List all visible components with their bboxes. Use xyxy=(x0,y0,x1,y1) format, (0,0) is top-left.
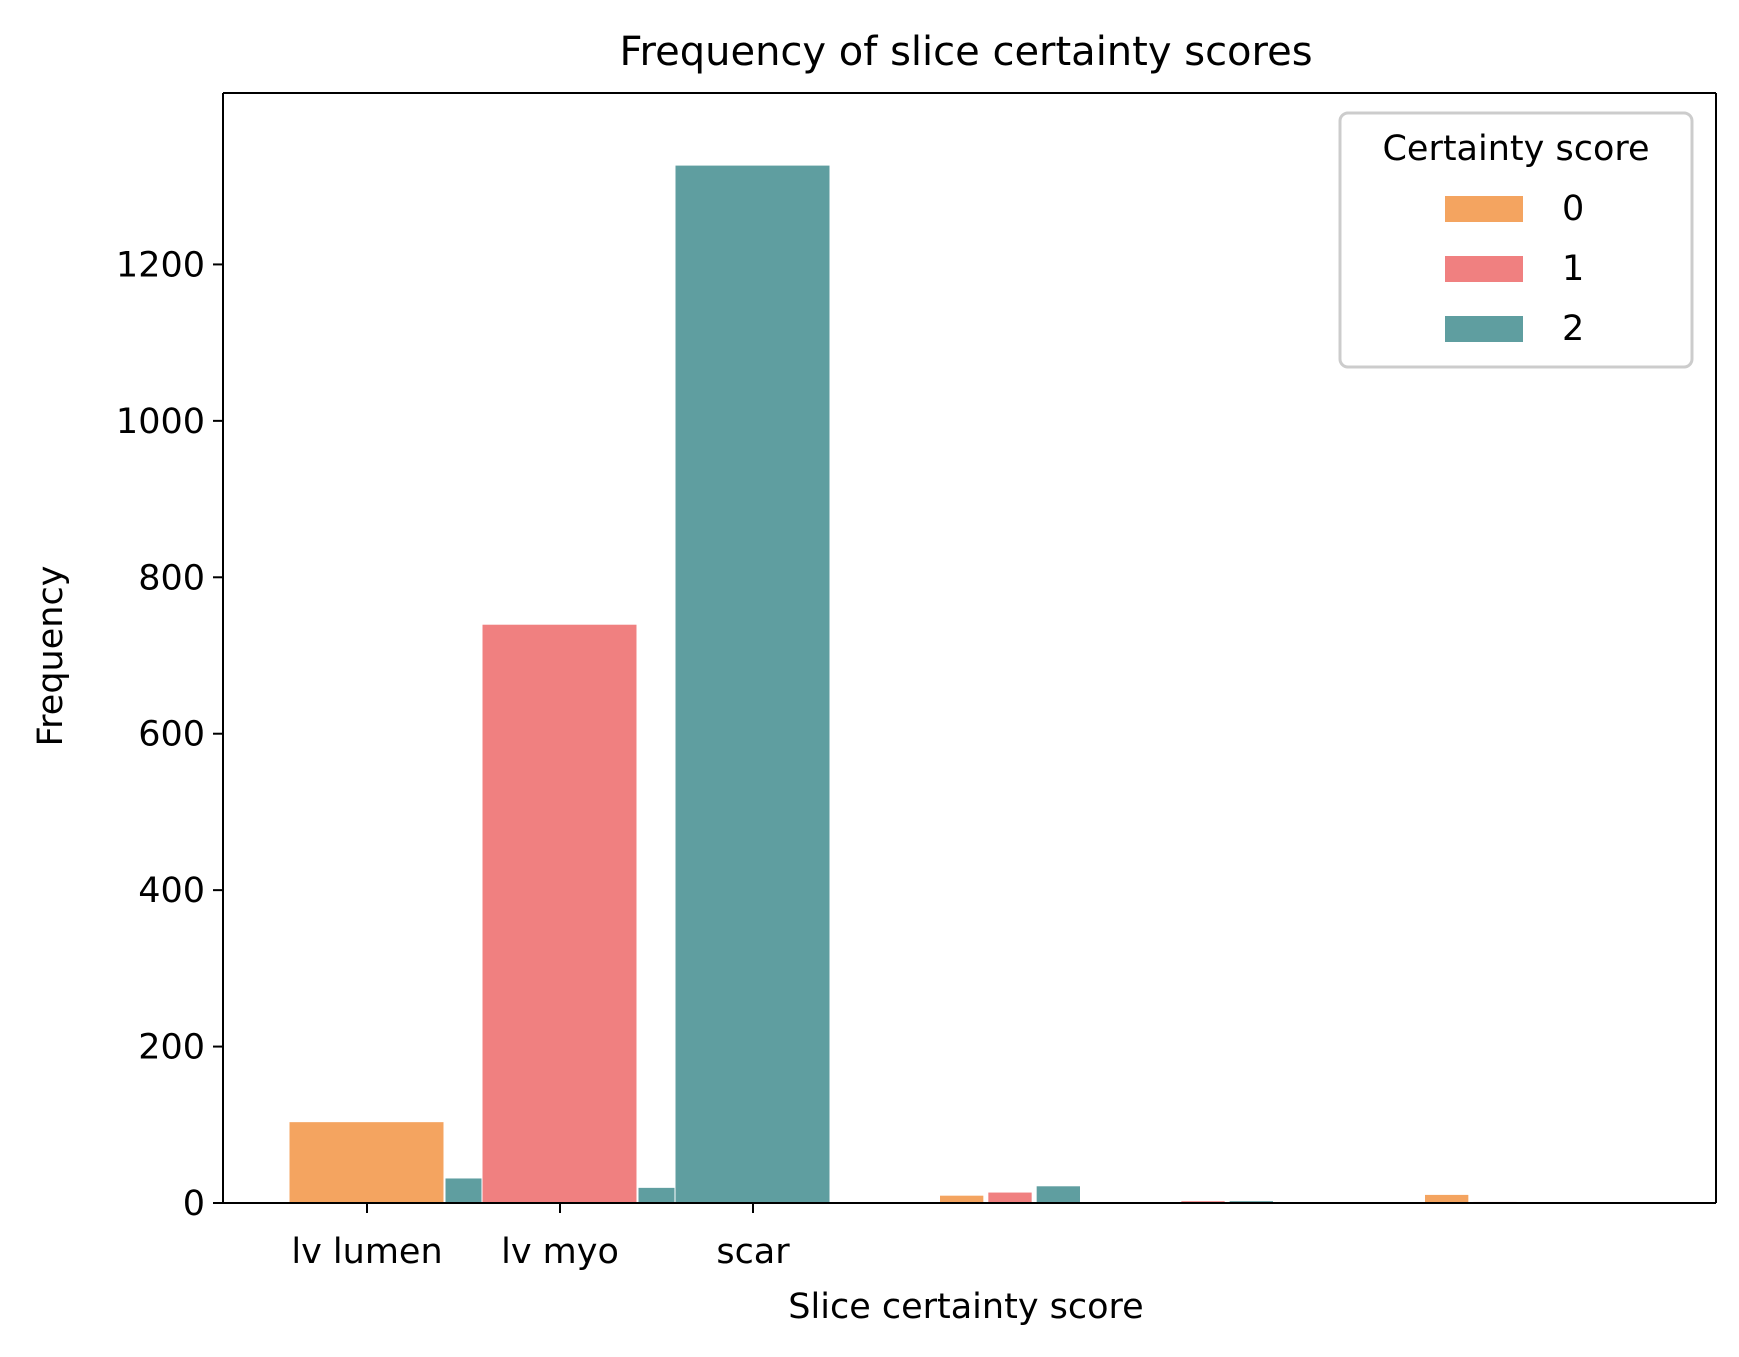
bar-group-3-series-0 xyxy=(939,1194,985,1204)
legend-label-0: 0 xyxy=(1562,189,1584,229)
y-tick-label: 800 xyxy=(138,558,205,598)
legend-title: Certainty score xyxy=(1382,129,1649,169)
y-tick-label: 1200 xyxy=(116,245,205,285)
chart-title: Frequency of slice certainty scores xyxy=(619,29,1312,75)
bar-lv-myo-series-1 xyxy=(481,623,638,1204)
legend-label-1: 1 xyxy=(1562,249,1584,289)
x-tick-label: lv myo xyxy=(501,1232,619,1272)
x-tick-label: scar xyxy=(716,1232,790,1272)
legend-swatch-0 xyxy=(1445,196,1523,222)
legend-label-2: 2 xyxy=(1562,309,1584,349)
legend-swatch-2 xyxy=(1445,316,1523,342)
x-axis-label: Slice certainty score xyxy=(788,1287,1143,1327)
y-tick-label: 400 xyxy=(138,871,205,911)
bar-group-3-series-2 xyxy=(1035,1185,1081,1204)
bar-lv-lumen-series-0 xyxy=(288,1121,445,1204)
x-tick-label: lv lumen xyxy=(291,1232,442,1272)
y-tick-label: 200 xyxy=(138,1028,205,1068)
bar-lv-myo-series-2 xyxy=(637,1186,678,1204)
bar-group-5-series-0 xyxy=(1424,1193,1470,1204)
y-tick-label: 0 xyxy=(183,1184,205,1224)
y-axis-label: Frequency xyxy=(31,566,71,747)
y-tick-label: 1000 xyxy=(116,402,205,442)
bar-scar-series-2 xyxy=(674,164,831,1204)
legend-swatch-1 xyxy=(1445,256,1523,282)
bar-lv-lumen-series-2 xyxy=(444,1177,485,1204)
y-tick-label: 600 xyxy=(138,715,205,755)
legend: Certainty score 0 1 2 xyxy=(1338,111,1694,369)
legend-items: 0 1 2 xyxy=(1445,189,1584,349)
legend-frame xyxy=(1338,111,1694,369)
bar-group-3-series-1 xyxy=(987,1191,1033,1204)
